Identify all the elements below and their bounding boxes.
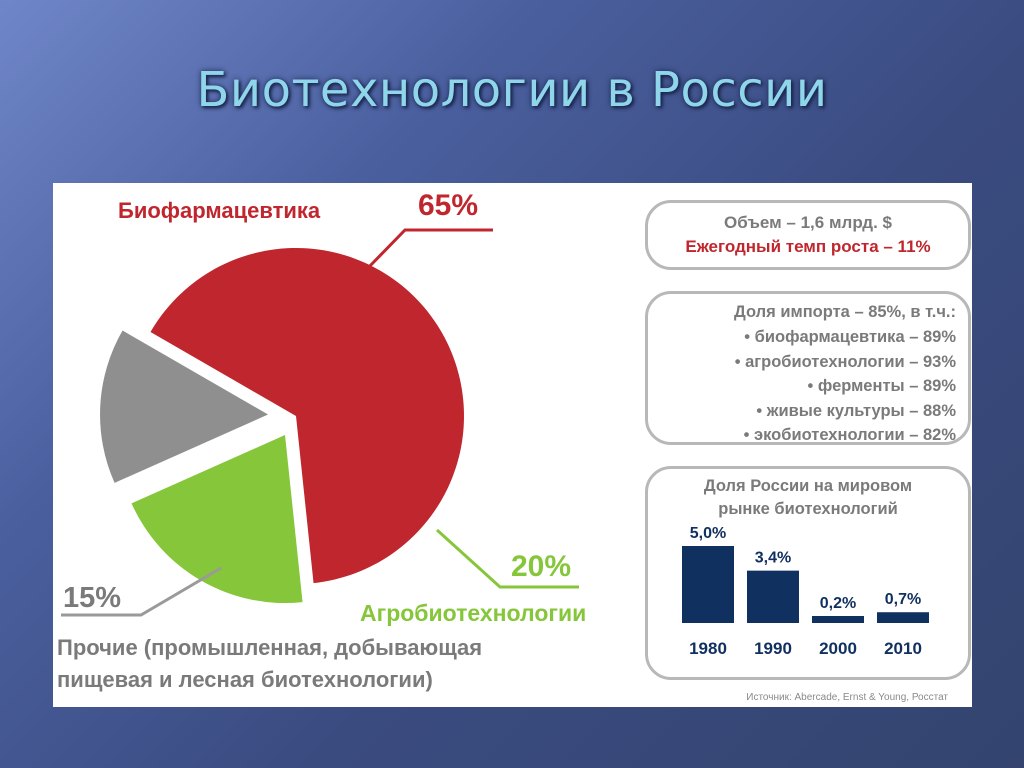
source-note: Источник: Abercade, Ernst & Young, Росст… [746,692,948,703]
bar-1980 [682,546,734,623]
world-share-box: Доля России на мировом рынке биотехнолог… [645,466,971,680]
bar-2000 [812,616,864,623]
world-share-title-line2: рынке биотехнологий [718,500,898,518]
pie-slice-biopharma [150,248,464,584]
bar-value-label-2010: 0,7% [885,591,921,608]
import-item-eco: • экобиотехнологии – 82% [743,426,956,444]
bar-category-label-2000: 2000 [819,639,857,658]
import-item-biopharma: • биофармацевтика – 89% [744,328,956,346]
world-share-title-line1: Доля России на мировом [703,477,913,495]
import-share-title: Доля импорта – 85%, в т.ч.: [734,303,956,321]
volume-box: Объем – 1,6 млрд. $ Ежегодный темп роста… [645,200,971,270]
import-item-agro: • агробиотехнологии – 93% [734,352,956,371]
agro-label: Агробиотехнологии [360,600,587,626]
bar-value-label-2000: 0,2% [820,595,856,612]
bar-2010 [877,612,929,623]
world-share-bar-chart: 5,0% 1980 3,4% 1990 0,2% 2000 0,7% 2010 [682,527,929,658]
chart-panel: Биофармацевтика 65% 20% Агробиотехнологи… [53,183,972,707]
other-label-line2: пищевая и лесная биотехнологии) [57,667,433,692]
bar-value-label-1990: 3,4% [755,550,791,567]
bar-category-label-2010: 2010 [884,639,922,658]
bar-1990 [747,570,799,623]
pie-slice-other [100,330,269,483]
pie-slice-agro [131,435,303,604]
import-share-box: Доля импорта – 85%, в т.ч.: • биофармаце… [645,291,971,445]
bar-category-label-1990: 1990 [754,639,792,658]
other-percent: 15% [63,582,122,614]
growth-rate-text: Ежегодный темп роста – 11% [685,237,931,256]
other-label-line1: Прочие (промышленная, добывающая [57,635,483,660]
biopharma-percent: 65% [418,189,479,222]
bar-value-label-1980: 5,0% [690,527,726,542]
biopharma-leader-line [363,228,493,273]
volume-text: Объем – 1,6 млрд. $ [724,213,892,232]
other-leader-line [61,566,222,617]
agro-percent: 20% [511,550,572,583]
import-item-enzymes: • ферменты – 89% [807,377,956,395]
bar-category-label-1980: 1980 [689,639,727,658]
agro-leader-line [435,528,579,589]
import-item-cultures: • живые культуры – 88% [756,401,956,420]
pie-chart [61,228,579,617]
biopharma-label: Биофармацевтика [118,198,321,223]
slide-title: Биотехнологии в России [196,62,828,118]
